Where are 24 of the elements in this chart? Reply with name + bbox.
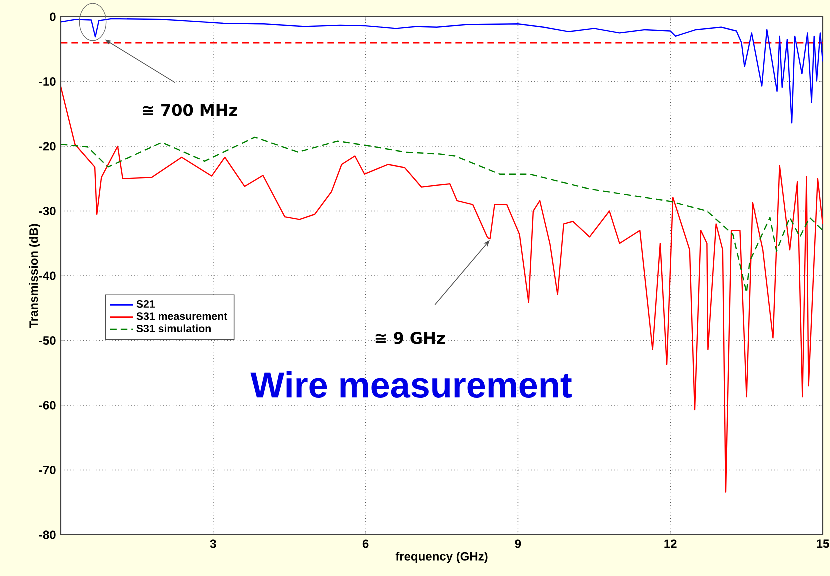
- legend-label: S31 simulation: [136, 324, 211, 333]
- y-tick-label: -40: [39, 272, 56, 280]
- legend-label: S21: [136, 300, 156, 308]
- y-tick-label: -50: [39, 336, 56, 346]
- annotation: ≅ 700 MHz: [143, 104, 238, 116]
- x-tick-label: 15: [817, 540, 830, 548]
- y-axis-title: Transmission (dB): [29, 224, 40, 328]
- text: Wire measurement: [250, 372, 572, 398]
- line-series: [61, 136, 824, 294]
- y-tick-label: -60: [39, 401, 56, 410]
- y-tick-label: -30: [39, 206, 56, 216]
- y-tick-label: -70: [39, 466, 56, 475]
- x-tick-label: 3: [210, 540, 216, 548]
- y-tick-label: 0: [50, 12, 56, 22]
- legend-label: S31 measurement: [136, 312, 228, 320]
- annotation: ≅ 9 GHz: [376, 332, 445, 344]
- x-axis-title: frequency (GHz): [396, 552, 488, 564]
- line-series: [61, 86, 824, 493]
- y-tick-label: -80: [39, 530, 56, 540]
- x-tick-label: 9: [515, 540, 522, 548]
- x-tick-label: 6: [362, 540, 369, 548]
- y-tick-label: -20: [39, 142, 56, 151]
- y-tick-label: -10: [39, 78, 56, 86]
- x-tick-label: 12: [664, 540, 677, 548]
